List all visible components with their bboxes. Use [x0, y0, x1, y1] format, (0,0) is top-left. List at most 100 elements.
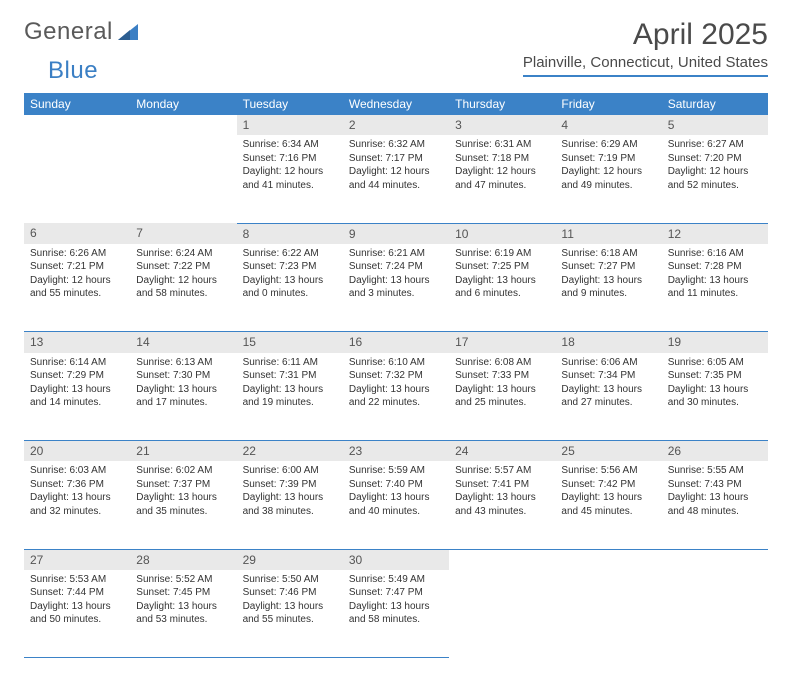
- day-cell: Sunrise: 6:06 AMSunset: 7:34 PMDaylight:…: [555, 353, 661, 441]
- day-cell-body: Sunrise: 6:29 AMSunset: 7:19 PMDaylight:…: [555, 135, 661, 196]
- sunrise-line: Sunrise: 6:02 AM: [136, 464, 230, 478]
- sunset-line: Sunset: 7:42 PM: [561, 478, 655, 492]
- day-number-cell: [130, 115, 236, 135]
- day-cell-body: Sunrise: 6:10 AMSunset: 7:32 PMDaylight:…: [343, 353, 449, 414]
- day-cell-body: Sunrise: 6:11 AMSunset: 7:31 PMDaylight:…: [237, 353, 343, 414]
- day-cell: Sunrise: 5:49 AMSunset: 7:47 PMDaylight:…: [343, 570, 449, 658]
- day-cell: Sunrise: 6:03 AMSunset: 7:36 PMDaylight:…: [24, 461, 130, 549]
- day-number-cell: 27: [24, 549, 130, 570]
- sunrise-line: Sunrise: 6:03 AM: [30, 464, 124, 478]
- daynum-row: 27282930: [24, 549, 768, 570]
- day-cell: [449, 570, 555, 658]
- daylight-line: Daylight: 12 hours and 41 minutes.: [243, 165, 337, 192]
- day-number-cell: 12: [662, 223, 768, 244]
- sunrise-line: Sunrise: 6:29 AM: [561, 138, 655, 152]
- sunrise-line: Sunrise: 5:50 AM: [243, 573, 337, 587]
- day-cell: [130, 135, 236, 223]
- day-cell: Sunrise: 6:08 AMSunset: 7:33 PMDaylight:…: [449, 353, 555, 441]
- day-cell-body: Sunrise: 6:27 AMSunset: 7:20 PMDaylight:…: [662, 135, 768, 196]
- sunrise-line: Sunrise: 6:19 AM: [455, 247, 549, 261]
- sunrise-line: Sunrise: 6:34 AM: [243, 138, 337, 152]
- day-cell-body: Sunrise: 6:22 AMSunset: 7:23 PMDaylight:…: [237, 244, 343, 305]
- location: Plainville, Connecticut, United States: [523, 54, 768, 77]
- day-number-cell: 11: [555, 223, 661, 244]
- daylight-line: Daylight: 13 hours and 0 minutes.: [243, 274, 337, 301]
- day-cell-body: Sunrise: 5:50 AMSunset: 7:46 PMDaylight:…: [237, 570, 343, 631]
- day-number-cell: 3: [449, 115, 555, 135]
- day-cell-body: Sunrise: 6:08 AMSunset: 7:33 PMDaylight:…: [449, 353, 555, 414]
- daylight-line: Daylight: 12 hours and 55 minutes.: [30, 274, 124, 301]
- day-cell: Sunrise: 5:50 AMSunset: 7:46 PMDaylight:…: [237, 570, 343, 658]
- title-block: April 2025 Plainville, Connecticut, Unit…: [523, 18, 768, 77]
- day-cell-body: Sunrise: 6:14 AMSunset: 7:29 PMDaylight:…: [24, 353, 130, 414]
- day-content-row: Sunrise: 6:34 AMSunset: 7:16 PMDaylight:…: [24, 135, 768, 223]
- sunrise-line: Sunrise: 6:08 AM: [455, 356, 549, 370]
- daylight-line: Daylight: 13 hours and 32 minutes.: [30, 491, 124, 518]
- day-cell-body: Sunrise: 6:13 AMSunset: 7:30 PMDaylight:…: [130, 353, 236, 414]
- day-cell-body: Sunrise: 6:02 AMSunset: 7:37 PMDaylight:…: [130, 461, 236, 522]
- day-cell: Sunrise: 6:16 AMSunset: 7:28 PMDaylight:…: [662, 244, 768, 332]
- month-title: April 2025: [523, 18, 768, 52]
- sunset-line: Sunset: 7:35 PM: [668, 369, 762, 383]
- sunrise-line: Sunrise: 6:32 AM: [349, 138, 443, 152]
- sunset-line: Sunset: 7:28 PM: [668, 260, 762, 274]
- sunrise-line: Sunrise: 6:21 AM: [349, 247, 443, 261]
- day-number-cell: 21: [130, 441, 236, 462]
- day-number-cell: 9: [343, 223, 449, 244]
- day-cell: [24, 135, 130, 223]
- sunrise-line: Sunrise: 6:13 AM: [136, 356, 230, 370]
- day-cell: Sunrise: 6:05 AMSunset: 7:35 PMDaylight:…: [662, 353, 768, 441]
- day-cell-body: Sunrise: 6:26 AMSunset: 7:21 PMDaylight:…: [24, 244, 130, 305]
- daynum-row: 20212223242526: [24, 441, 768, 462]
- day-cell: Sunrise: 6:00 AMSunset: 7:39 PMDaylight:…: [237, 461, 343, 549]
- day-cell: Sunrise: 6:26 AMSunset: 7:21 PMDaylight:…: [24, 244, 130, 332]
- daylight-line: Daylight: 12 hours and 49 minutes.: [561, 165, 655, 192]
- sunset-line: Sunset: 7:36 PM: [30, 478, 124, 492]
- sunrise-line: Sunrise: 6:11 AM: [243, 356, 337, 370]
- day-cell: Sunrise: 6:18 AMSunset: 7:27 PMDaylight:…: [555, 244, 661, 332]
- sunset-line: Sunset: 7:19 PM: [561, 152, 655, 166]
- weekday-header: Tuesday: [237, 93, 343, 115]
- sunset-line: Sunset: 7:27 PM: [561, 260, 655, 274]
- daynum-row: 13141516171819: [24, 332, 768, 353]
- day-number-cell: 25: [555, 441, 661, 462]
- sunrise-line: Sunrise: 5:49 AM: [349, 573, 443, 587]
- sunset-line: Sunset: 7:31 PM: [243, 369, 337, 383]
- sunset-line: Sunset: 7:43 PM: [668, 478, 762, 492]
- sunrise-line: Sunrise: 6:00 AM: [243, 464, 337, 478]
- sunrise-line: Sunrise: 6:27 AM: [668, 138, 762, 152]
- day-cell-body: Sunrise: 5:59 AMSunset: 7:40 PMDaylight:…: [343, 461, 449, 522]
- day-number-cell: 10: [449, 223, 555, 244]
- day-cell-body: Sunrise: 5:49 AMSunset: 7:47 PMDaylight:…: [343, 570, 449, 631]
- day-cell-body: Sunrise: 6:24 AMSunset: 7:22 PMDaylight:…: [130, 244, 236, 305]
- sunset-line: Sunset: 7:34 PM: [561, 369, 655, 383]
- daynum-row: 12345: [24, 115, 768, 135]
- sunrise-line: Sunrise: 5:52 AM: [136, 573, 230, 587]
- sunrise-line: Sunrise: 6:16 AM: [668, 247, 762, 261]
- day-number-cell: 8: [237, 223, 343, 244]
- day-number-cell: 13: [24, 332, 130, 353]
- day-content-row: Sunrise: 5:53 AMSunset: 7:44 PMDaylight:…: [24, 570, 768, 658]
- sunset-line: Sunset: 7:20 PM: [668, 152, 762, 166]
- day-cell-body: Sunrise: 5:52 AMSunset: 7:45 PMDaylight:…: [130, 570, 236, 631]
- sunrise-line: Sunrise: 6:10 AM: [349, 356, 443, 370]
- day-cell: Sunrise: 6:31 AMSunset: 7:18 PMDaylight:…: [449, 135, 555, 223]
- day-number-cell: 29: [237, 549, 343, 570]
- day-cell: Sunrise: 5:55 AMSunset: 7:43 PMDaylight:…: [662, 461, 768, 549]
- sunrise-line: Sunrise: 5:59 AM: [349, 464, 443, 478]
- sunrise-line: Sunrise: 6:05 AM: [668, 356, 762, 370]
- day-cell: Sunrise: 5:53 AMSunset: 7:44 PMDaylight:…: [24, 570, 130, 658]
- sunset-line: Sunset: 7:32 PM: [349, 369, 443, 383]
- sunset-line: Sunset: 7:29 PM: [30, 369, 124, 383]
- daylight-line: Daylight: 13 hours and 40 minutes.: [349, 491, 443, 518]
- sunrise-line: Sunrise: 5:56 AM: [561, 464, 655, 478]
- daylight-line: Daylight: 13 hours and 22 minutes.: [349, 383, 443, 410]
- daylight-line: Daylight: 13 hours and 9 minutes.: [561, 274, 655, 301]
- sunset-line: Sunset: 7:22 PM: [136, 260, 230, 274]
- day-cell-body: Sunrise: 6:00 AMSunset: 7:39 PMDaylight:…: [237, 461, 343, 522]
- daylight-line: Daylight: 13 hours and 6 minutes.: [455, 274, 549, 301]
- daylight-line: Daylight: 13 hours and 3 minutes.: [349, 274, 443, 301]
- sunset-line: Sunset: 7:16 PM: [243, 152, 337, 166]
- page: General April 2025 Plainville, Connectic…: [0, 0, 792, 676]
- daylight-line: Daylight: 12 hours and 52 minutes.: [668, 165, 762, 192]
